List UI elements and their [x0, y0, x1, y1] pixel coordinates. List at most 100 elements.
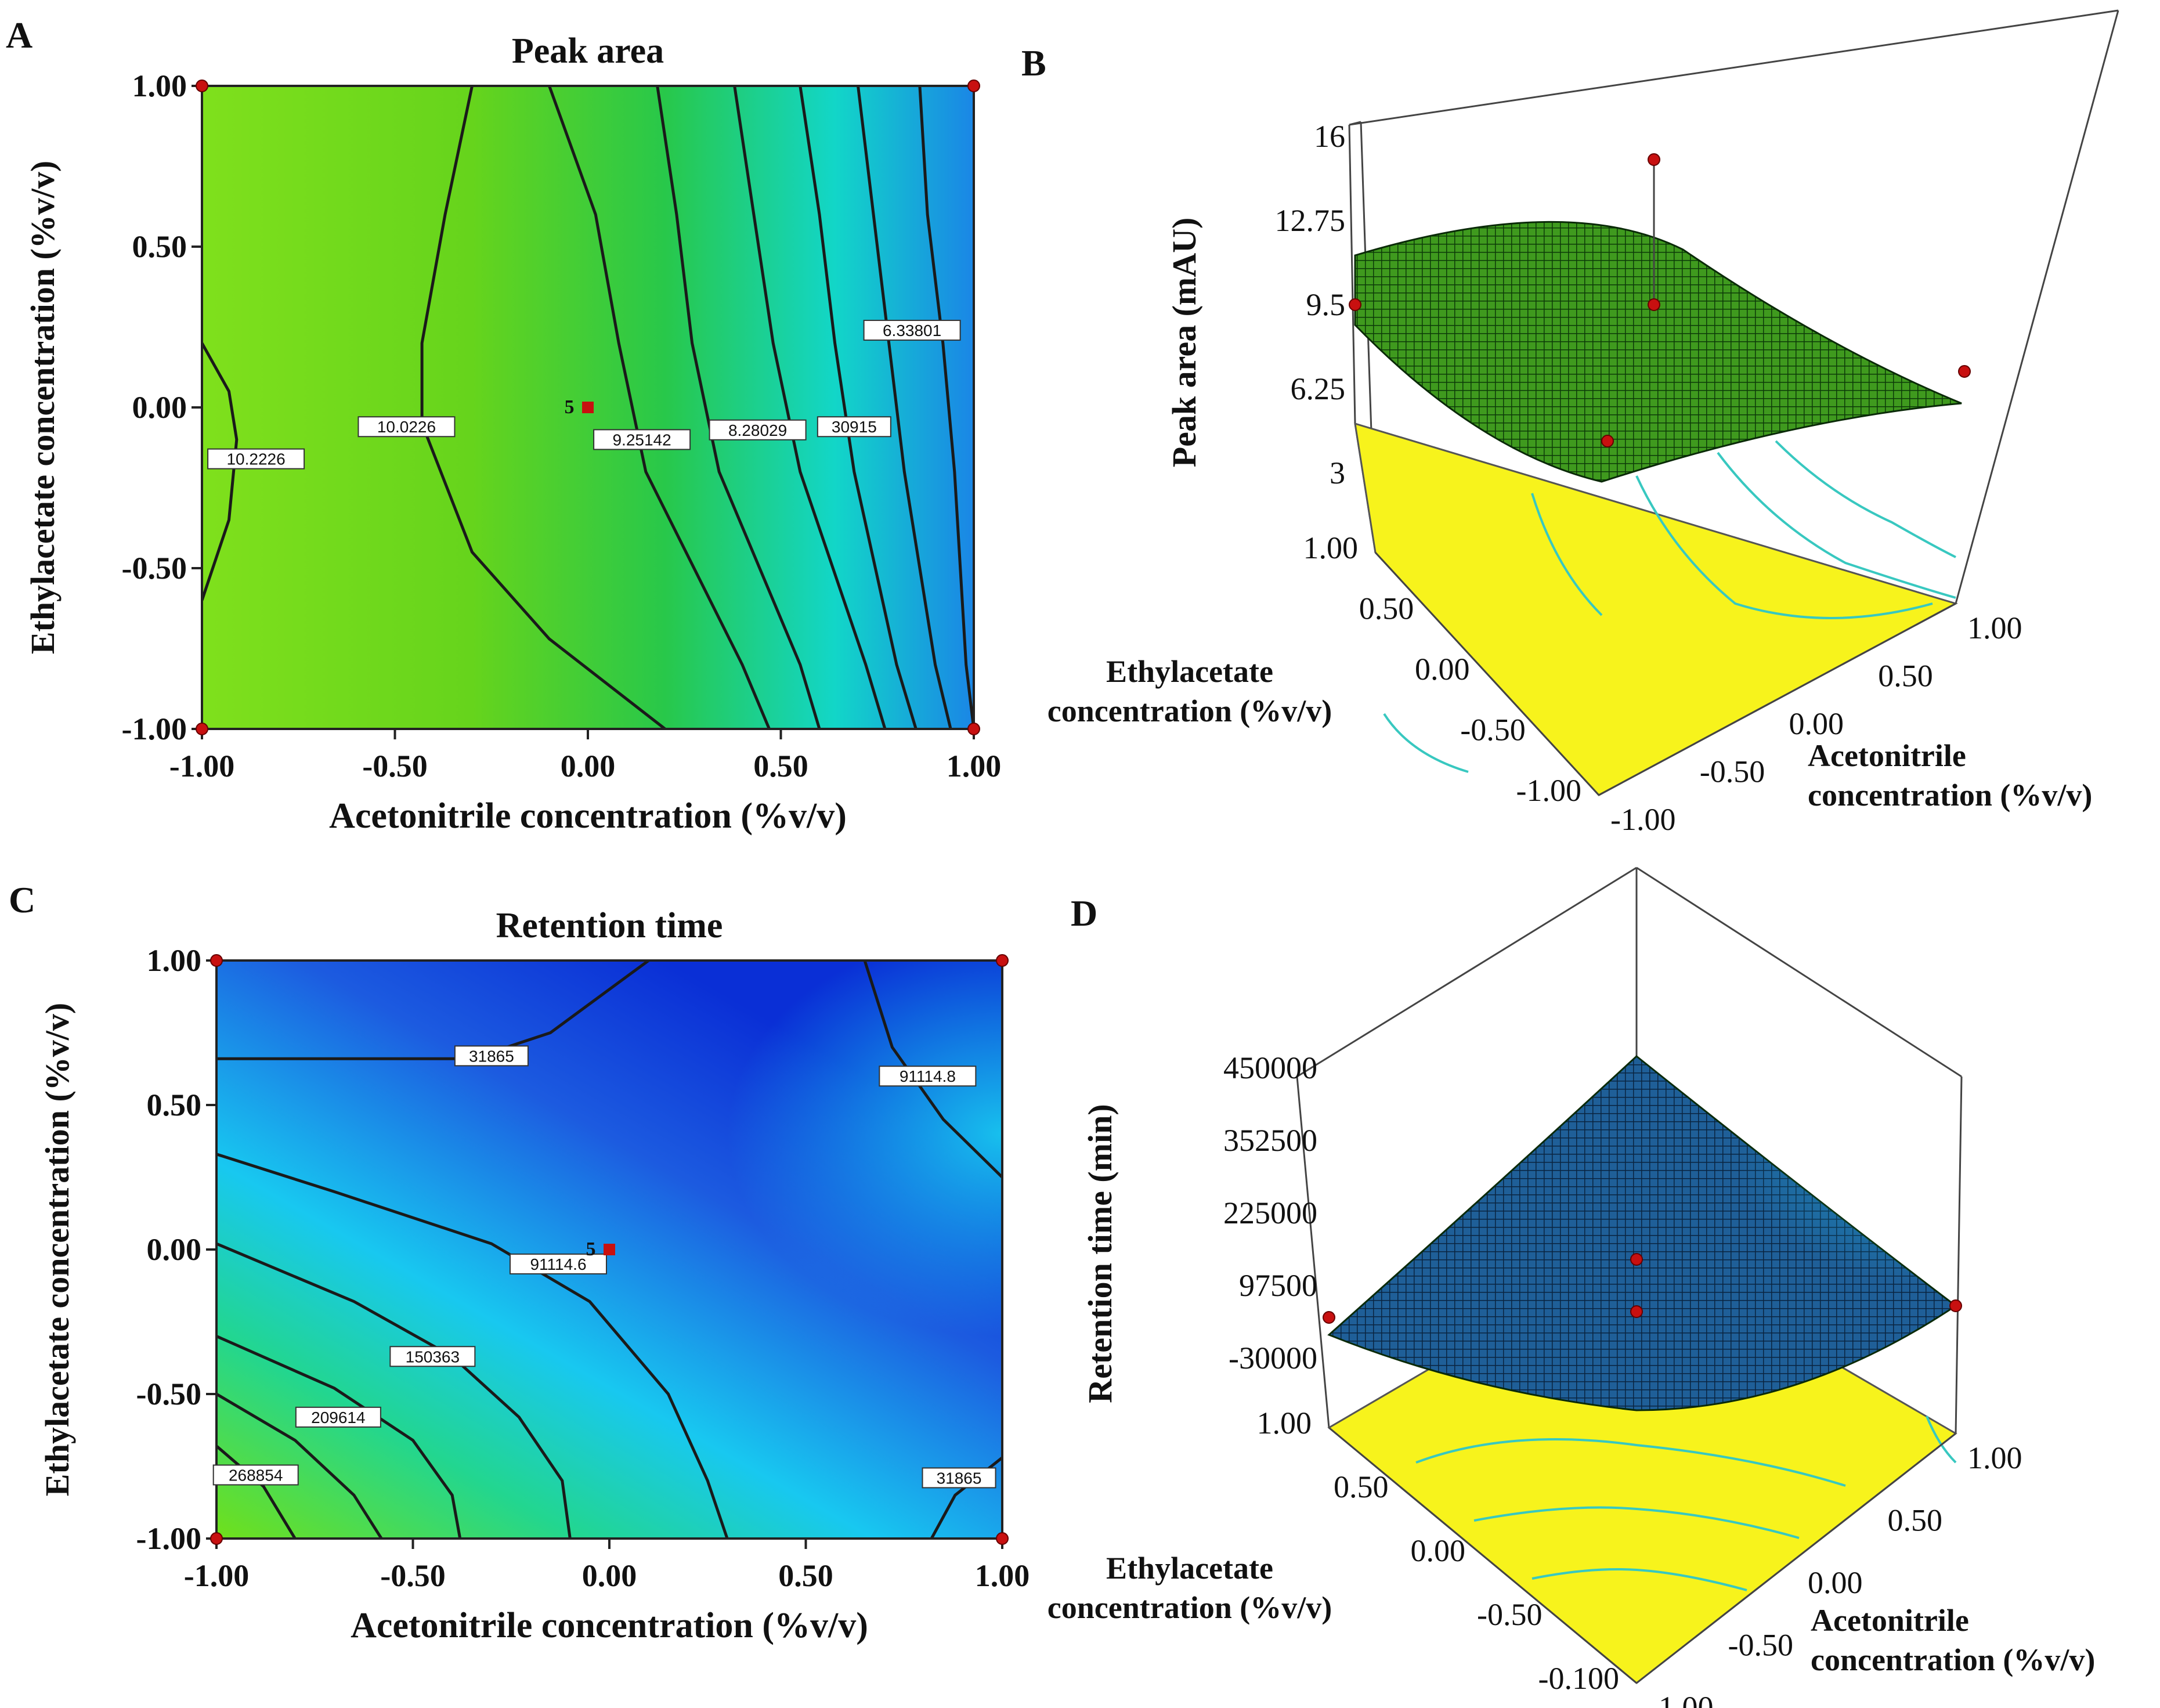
box-edge	[1349, 9, 2119, 126]
aceto-tick-label: -0.50	[1700, 754, 1765, 789]
ethyl-tick-label: -0.50	[1477, 1597, 1542, 1632]
box-edge	[1955, 1076, 1963, 1434]
design-point	[1630, 1305, 1643, 1318]
aceto-axis-label: concentration (%v/v)	[1808, 778, 2092, 813]
x-axis-label: Acetonitrile concentration (%v/v)	[351, 1606, 868, 1645]
contour-label-box	[295, 1406, 381, 1428]
contour-line-3	[656, 86, 821, 729]
z-tick-label: 97500	[1239, 1268, 1317, 1303]
contour-line-0	[202, 342, 239, 601]
ethyl-tick-label: -1.00	[1516, 773, 1581, 808]
ethyl-tick-label: -0.100	[1538, 1661, 1619, 1696]
center-point	[604, 1244, 615, 1255]
contour-label: 30915	[832, 418, 877, 436]
y-tick-label: -1.00	[136, 1521, 201, 1556]
panel-D: D 450000 352500 225000 97500 -30000 Retention …	[1048, 866, 2095, 1708]
aceto-axis-label: concentration (%v/v)	[1811, 1642, 2095, 1677]
design-point	[210, 1532, 223, 1545]
z-tick-label: 6.25	[1291, 371, 1346, 406]
aceto-tick-label: 1.00	[1967, 1440, 2022, 1475]
design-point	[996, 1532, 1009, 1545]
contour-label-box	[879, 1066, 977, 1087]
x-tick-label: -0.50	[362, 749, 427, 783]
contour-label-box	[357, 416, 456, 438]
aceto-tick-label: 1.00	[1967, 611, 2022, 645]
ethyl-axis-label: Ethylacetate	[1106, 1551, 1273, 1586]
x-tick-label: 0.50	[753, 749, 808, 783]
design-point	[996, 954, 1009, 967]
contour-line-4	[216, 1335, 462, 1539]
x-axis-label: Acetonitrile concentration (%v/v)	[329, 796, 847, 836]
design-point	[1648, 153, 1660, 166]
z-tick-label: 450000	[1223, 1050, 1317, 1085]
box-edge	[1348, 124, 1356, 424]
design-point	[1630, 1253, 1643, 1266]
x-tick-label: -0.50	[380, 1558, 445, 1593]
contour-label-box	[389, 1346, 476, 1367]
contour-label: 31865	[469, 1047, 514, 1065]
contour-label-box	[863, 320, 961, 341]
ethyl-tick-label: 0.50	[1359, 591, 1414, 626]
x-tick-label: 0.00	[561, 749, 616, 783]
contour-label-box	[922, 1467, 996, 1489]
chart-title: Retention time	[496, 906, 723, 945]
x-tick-label: 0.00	[582, 1558, 637, 1593]
box-edge	[1636, 866, 1962, 1078]
y-tick-label: -0.50	[122, 551, 187, 586]
floor-contour-2	[1531, 1568, 1747, 1591]
contour-line-6	[216, 1445, 297, 1539]
contour-label-box	[709, 419, 807, 440]
ethyl-tick-label: 0.00	[1415, 652, 1470, 687]
design-point	[1648, 298, 1660, 311]
contour-label: 10.2226	[226, 450, 285, 468]
aceto-tick-label: 0.00	[1808, 1565, 1863, 1600]
floor-contour-3	[1926, 1415, 1957, 1464]
aceto-tick-label: 0.00	[1789, 706, 1844, 741]
floor-contour-0	[1415, 1438, 1846, 1487]
y-tick-label: 1.00	[132, 68, 187, 103]
z-tick-label: -30000	[1229, 1341, 1317, 1375]
z-tick-label: 225000	[1223, 1196, 1317, 1230]
box-edge	[1955, 10, 2119, 604]
contour-label-box	[509, 1253, 607, 1274]
ethyl-tick-label: 1.00	[1303, 530, 1359, 565]
box-edge	[1598, 602, 1956, 796]
y-tick-label: 1.00	[147, 943, 202, 978]
box-edge	[1636, 1432, 1956, 1684]
x-tick-label: -1.00	[169, 749, 234, 783]
ethyl-axis-label: concentration (%v/v)	[1048, 694, 1332, 728]
z-tick-label: 12.75	[1275, 203, 1346, 238]
surface-sheen	[1329, 1056, 1956, 1410]
contour-label: 91114.6	[530, 1255, 586, 1273]
floor-contour-2	[1717, 452, 1956, 599]
panel-A: A Peak area -1.00 -0.50 0.00 0.50 1.00 -1.00 -0.…	[6, 15, 1001, 836]
contour-line-4	[733, 86, 887, 729]
z-tick-label: 352500	[1223, 1123, 1317, 1158]
floor-contour-4	[1383, 713, 1469, 773]
z-tick-label: 16	[1314, 119, 1345, 154]
ethyl-axis-label: concentration (%v/v)	[1048, 1590, 1332, 1625]
aceto-tick-label: -1.00	[1610, 802, 1675, 837]
center-point-label: 5	[586, 1238, 596, 1260]
contour-label: 150363	[406, 1348, 460, 1366]
y-axis-label: Ethylacetate concentration (%v/v)	[38, 1003, 76, 1496]
design-point	[967, 723, 980, 735]
box-edge	[1296, 1076, 1330, 1428]
contour-label-box	[454, 1045, 529, 1067]
contour-label: 91114.8	[900, 1067, 956, 1085]
y-tick-label: 0.00	[147, 1232, 202, 1267]
center-point	[582, 402, 594, 413]
contour-label: 31865	[937, 1469, 982, 1487]
contour-label: 6.33801	[883, 322, 941, 340]
panel-letter-D: D	[1071, 893, 1097, 934]
center-point-label: 5	[565, 396, 575, 418]
panel-letter-B: B	[1021, 42, 1046, 84]
contour-label: 9.25142	[612, 431, 671, 449]
contour-label: 10.0226	[377, 418, 436, 436]
box-edge	[1296, 866, 1637, 1078]
response-surface	[1354, 221, 1962, 483]
x-tick-label: 1.00	[947, 749, 1002, 783]
contour-line-6	[857, 86, 952, 729]
